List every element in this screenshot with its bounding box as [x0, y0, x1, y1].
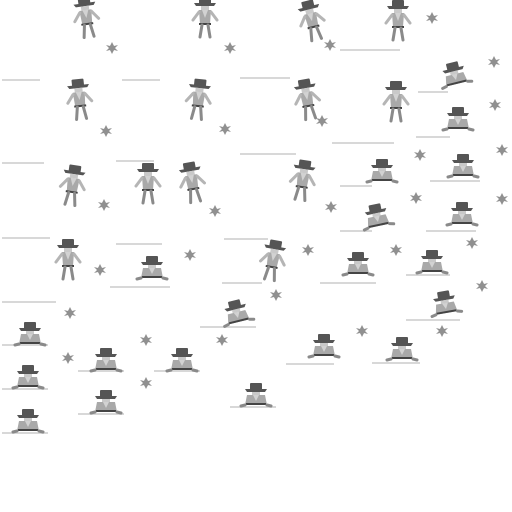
- tumbleweed-sprite: [106, 42, 118, 54]
- cowboy-crouch-sprite: [239, 381, 273, 408]
- tumbleweed-sprite: [219, 123, 231, 135]
- tumbleweed-sprite: [302, 244, 314, 256]
- cowboy-crouch-sprite: [426, 287, 464, 319]
- cowboy-sprite: [293, 0, 330, 44]
- tumbleweed-sprite: [324, 39, 336, 51]
- tumbleweed-sprite: [356, 325, 368, 337]
- cowboy-crouch-sprite: [446, 152, 480, 179]
- tumbleweed-sprite: [488, 56, 500, 68]
- tumbleweed-sprite: [216, 334, 228, 346]
- tumbleweed-sprite: [209, 205, 221, 217]
- tumbleweed-sprite: [140, 377, 152, 389]
- cowboy-sprite: [191, 0, 219, 39]
- tumbleweed-sprite: [98, 199, 110, 211]
- tumbleweed-sprite: [496, 193, 508, 205]
- cowboy-sprite: [56, 162, 89, 209]
- tumbleweed-sprite: [410, 192, 422, 204]
- cowboy-sprite: [256, 236, 290, 284]
- tumbleweed-sprite: [64, 307, 76, 319]
- tumbleweed-sprite: [100, 125, 112, 137]
- tumbleweed-sprite: [94, 264, 106, 276]
- cowboy-sprite: [134, 161, 162, 205]
- cowboy-crouch-sprite: [365, 157, 399, 184]
- cowboy-sprite: [54, 237, 82, 281]
- tumbleweed-sprite: [270, 289, 282, 301]
- cowboy-crouch-sprite: [441, 105, 475, 132]
- cowboy-crouch-sprite: [165, 346, 199, 373]
- cowboy-crouch-sprite: [435, 57, 474, 90]
- cowboy-crouch-sprite: [341, 250, 375, 277]
- cowboy-crouch-sprite: [307, 332, 341, 359]
- tumbleweed-sprite: [476, 280, 488, 292]
- tumbleweed-sprite: [426, 12, 438, 24]
- tumbleweed-sprite: [140, 334, 152, 346]
- cowboy-sprite: [175, 158, 209, 206]
- tumbleweed-sprite: [224, 42, 236, 54]
- tumbleweed-sprite: [316, 115, 328, 127]
- cowboy-crouch-sprite: [89, 388, 123, 415]
- tumbleweed-sprite: [414, 149, 426, 161]
- cowboy-crouch-sprite: [358, 199, 396, 232]
- tumbleweed-sprite: [489, 99, 501, 111]
- tumbleweed-sprite: [436, 325, 448, 337]
- tumbleweed-sprite: [496, 144, 508, 156]
- tumbleweed-sprite: [184, 249, 196, 261]
- cowboy-sprite: [384, 0, 412, 42]
- cowboy-crouch-sprite: [89, 346, 123, 373]
- cowboy-crouch-sprite: [135, 254, 169, 281]
- cowboy-sprite: [286, 157, 319, 204]
- cowboy-sprite: [382, 79, 410, 123]
- tumbleweed-sprite: [390, 244, 402, 256]
- tumbleweed-sprite: [325, 201, 337, 213]
- cowboy-crouch-sprite: [445, 200, 479, 227]
- cowboy-crouch-sprite: [11, 407, 45, 434]
- cowboy-crouch-sprite: [11, 363, 45, 390]
- sprite-frames: [11, 0, 508, 434]
- cowboy-crouch-sprite: [13, 320, 47, 347]
- tumbleweed-sprite: [62, 352, 74, 364]
- tumbleweed-sprite: [466, 237, 478, 249]
- cowboy-crouch-sprite: [415, 248, 449, 275]
- cowboy-sprite: [63, 76, 96, 122]
- cowboy-crouch-sprite: [385, 335, 419, 362]
- cowboy-sprite: [70, 0, 103, 41]
- cowboy-sprite: [290, 75, 324, 123]
- cowboy-sprite: [182, 76, 215, 122]
- cowboy-crouch-sprite: [217, 295, 256, 328]
